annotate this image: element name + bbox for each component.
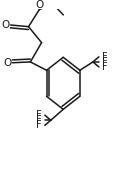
Text: O: O xyxy=(2,20,10,30)
Text: F: F xyxy=(36,115,42,125)
Text: O: O xyxy=(36,0,44,10)
Text: F: F xyxy=(102,62,108,72)
Text: F: F xyxy=(36,120,42,130)
Text: F: F xyxy=(102,52,108,62)
Text: O: O xyxy=(4,58,12,68)
Text: F: F xyxy=(102,57,108,67)
Text: F: F xyxy=(36,110,42,120)
